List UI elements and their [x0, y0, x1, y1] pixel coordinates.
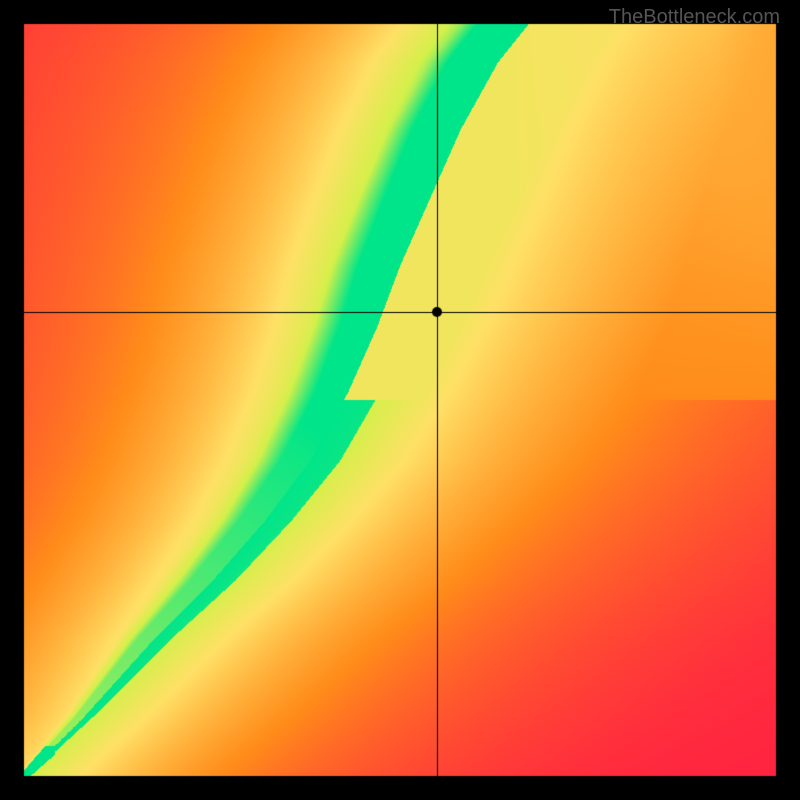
watermark-text: TheBottleneck.com: [609, 6, 780, 29]
heatmap-canvas: [0, 0, 800, 800]
chart-container: TheBottleneck.com: [0, 0, 800, 800]
